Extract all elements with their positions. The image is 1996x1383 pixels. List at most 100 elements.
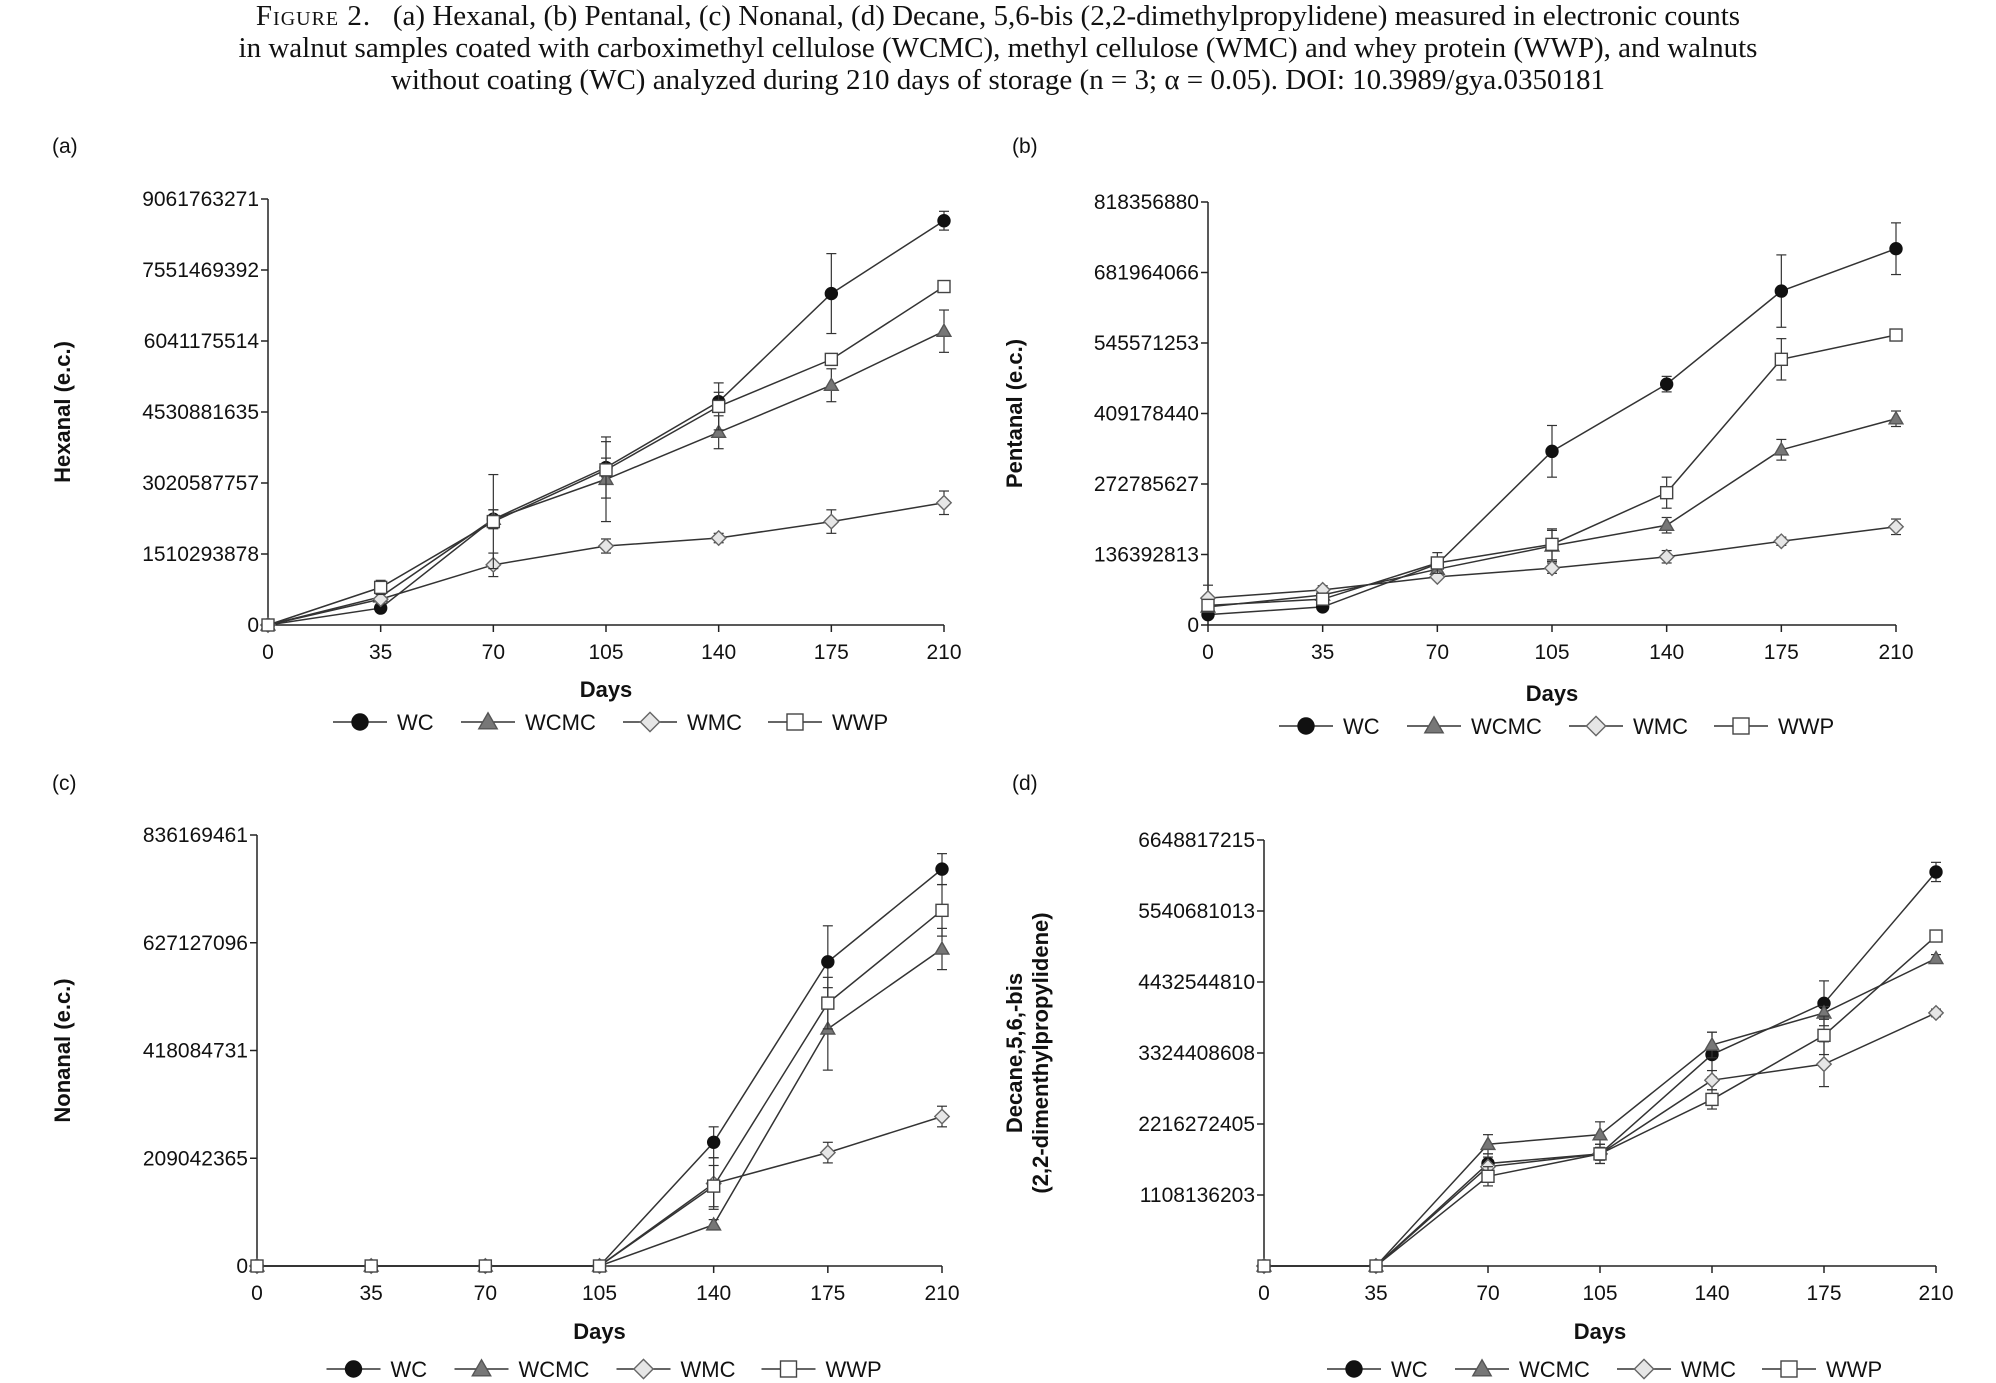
legend-label: WMC (1633, 714, 1688, 739)
y-tick-label: 681964066 (1094, 262, 1199, 285)
caption-line-1: Figure 2. (a) Hexanal, (b) Pentanal, (c)… (0, 0, 1996, 32)
x-tick-label: 210 (1878, 641, 1913, 664)
y-tick-label: 3020587757 (142, 472, 259, 495)
legend-label: WCMC (525, 710, 596, 735)
chart-panel-c: (c) 0 209042365 418084731 627127096 836169461… (50, 772, 960, 1382)
x-tick-label: 0 (251, 1282, 263, 1305)
data-point-wwp (599, 463, 613, 477)
x-tick-label: 105 (1582, 1282, 1617, 1305)
series-line-wmc (257, 1115, 943, 1267)
x-tick-label: 140 (1694, 1282, 1729, 1305)
y-tick-label: 0 (247, 614, 259, 637)
y-tick-label: 0 (236, 1255, 248, 1278)
y-tick-label: 136392813 (1094, 544, 1199, 567)
data-point-wwp (486, 514, 501, 529)
legend-marker-wwp (1780, 1360, 1798, 1378)
y-axis-title: Nonanal (e.c.) (50, 978, 75, 1122)
legend-marker-wmc (1585, 715, 1607, 737)
data-point-wwp (364, 1259, 378, 1273)
x-tick-label: 105 (588, 641, 623, 664)
y-tick-label: 3324408608 (1138, 1042, 1255, 1065)
legend-label: WC (1343, 714, 1380, 739)
data-point-wmc (1773, 533, 1790, 550)
x-axis-title: Days (1526, 681, 1579, 706)
data-point-wmc (935, 494, 953, 511)
data-point-wwp (706, 1179, 721, 1193)
legend-label: WWP (826, 1357, 882, 1382)
legend-marker-wwp (786, 713, 804, 731)
legend-marker-wc (351, 713, 369, 731)
x-axis-title: Days (1574, 1319, 1627, 1344)
legend-item-wwp: WWP (1762, 1357, 1882, 1382)
x-tick-label: 70 (1476, 1282, 1499, 1305)
caption-line-3: without coating (WC) analyzed during 210… (390, 64, 1606, 96)
data-point-wmc (597, 537, 615, 555)
y-tick-label: 0 (1187, 614, 1199, 637)
legend-item-wcmc: WCMC (1407, 714, 1542, 739)
data-point-wcmc (1703, 1036, 1721, 1051)
legend-label: WMC (681, 1357, 736, 1382)
x-tick-label: 70 (1426, 641, 1449, 664)
data-point-wwp (1889, 328, 1903, 342)
data-point-wc (706, 1135, 721, 1149)
legend-label: WMC (687, 710, 742, 735)
x-tick-label: 35 (1364, 1282, 1387, 1305)
data-point-wmc (823, 513, 840, 530)
data-point-wwp (1430, 556, 1445, 570)
data-point-wcmc (1591, 1126, 1609, 1141)
x-tick-label: 175 (810, 1282, 845, 1305)
legend-label: WCMC (519, 1357, 590, 1382)
legend-label: WWP (1826, 1357, 1882, 1382)
legend-item-wmc: WMC (1617, 1357, 1736, 1382)
x-tick-label: 0 (1202, 641, 1214, 664)
y-tick-label: 6648817215 (1138, 829, 1255, 852)
data-point-wmc (1543, 559, 1561, 577)
data-point-wwp (821, 996, 835, 1010)
legend-marker-wc (1345, 1360, 1363, 1378)
data-point-wmc (1658, 548, 1675, 565)
data-point-wwp (250, 1259, 264, 1273)
legend-item-wcmc: WCMC (1455, 1357, 1590, 1382)
data-point-wc (935, 862, 949, 876)
series-line-wc (267, 220, 945, 626)
chart-panel-a: (a) 0 1510293878 3020587757 4530881635 604117… (50, 135, 962, 735)
y-tick-label: 1510293878 (142, 543, 259, 566)
legend-item-wmc: WMC (616, 1357, 736, 1382)
data-point-wcmc (823, 376, 840, 392)
data-point-wwp (1774, 352, 1789, 367)
legend-marker-wmc (639, 711, 661, 733)
data-point-wwp (937, 279, 951, 294)
data-point-wcmc (1927, 950, 1945, 965)
data-point-wwp (1369, 1259, 1383, 1273)
data-point-wwp (1201, 598, 1215, 613)
x-tick-label: 140 (1649, 641, 1684, 664)
y-tick-label: 4432544810 (1138, 971, 1255, 994)
data-point-wmc (1703, 1072, 1721, 1089)
y-tick-label: 409178440 (1094, 403, 1199, 426)
legend-item-wmc: WMC (623, 710, 742, 735)
data-point-wcmc (1658, 516, 1675, 532)
y-tick-label: 272785627 (1094, 473, 1199, 496)
series-line-wc (257, 868, 943, 1267)
panel-label: (a) (52, 135, 78, 158)
data-point-wcmc (935, 322, 953, 337)
y-tick-label: 209042365 (143, 1147, 248, 1170)
panel-label: (b) (1012, 135, 1038, 158)
y-tick-label: 818356880 (1094, 191, 1199, 214)
legend-item-wc: WC (326, 1357, 427, 1382)
figure-caption: Figure 2. (a) Hexanal, (b) Pentanal, (c)… (0, 0, 1996, 96)
x-tick-label: 70 (474, 1282, 497, 1305)
legend-marker-wwp (1732, 717, 1750, 735)
series-line-wc (1264, 871, 1937, 1267)
data-point-wc (821, 955, 835, 969)
panel-label: (d) (1012, 772, 1038, 795)
legend-item-wwp: WWP (768, 710, 888, 735)
series-line-wwp (1264, 935, 1937, 1267)
data-point-wwp (1817, 1028, 1831, 1043)
data-point-wc (1774, 284, 1789, 298)
y-tick-label: 627127096 (143, 932, 248, 955)
data-point-wmc (1887, 518, 1905, 535)
data-point-wwp (1315, 592, 1330, 606)
legend-marker-wmc (632, 1358, 655, 1380)
